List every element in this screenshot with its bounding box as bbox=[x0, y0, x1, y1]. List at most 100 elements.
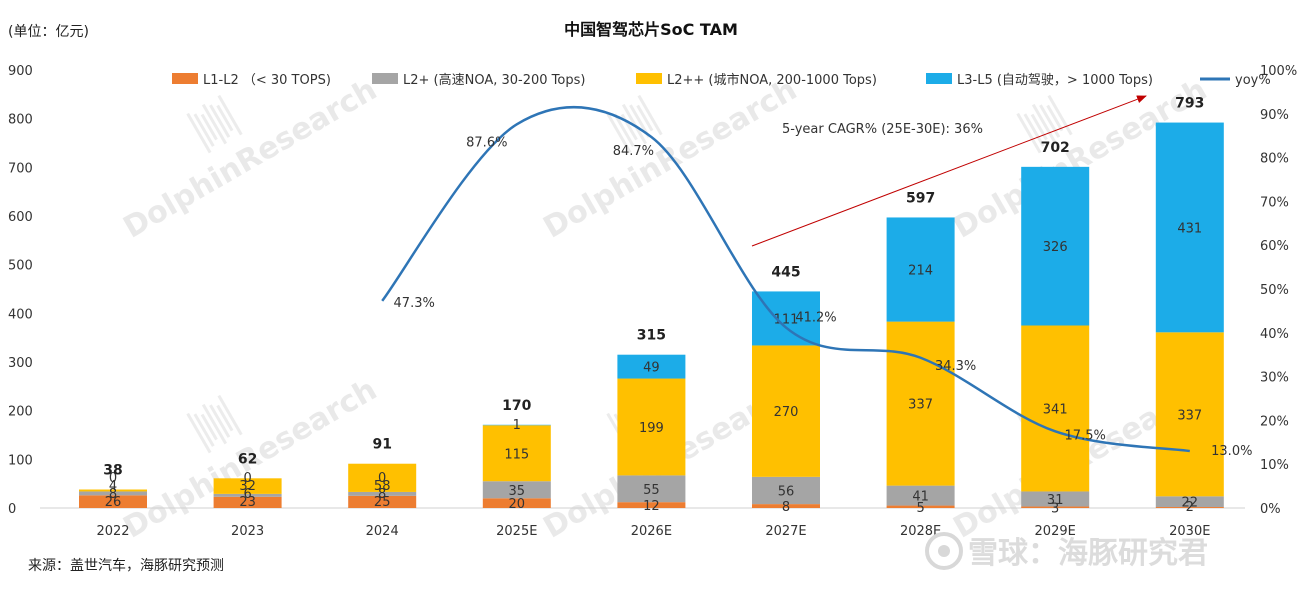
watermark-text: DolphinResearch bbox=[118, 72, 383, 245]
brand-watermark-text: 雪球：海豚研究君 bbox=[968, 536, 1208, 571]
x-tick-label: 2028E bbox=[900, 524, 941, 539]
watermark-mark bbox=[1046, 104, 1064, 132]
yoy-label: 84.7% bbox=[613, 144, 654, 159]
legend-swatch bbox=[926, 73, 952, 84]
bar-segment-l2- bbox=[482, 425, 551, 482]
legend-swatch bbox=[636, 73, 662, 84]
bar-segment-l3-l5 bbox=[886, 217, 955, 322]
watermark-mark bbox=[186, 412, 212, 454]
segment-label: 3 bbox=[1051, 501, 1059, 516]
segment-label: 0 bbox=[378, 471, 386, 486]
watermark-mark bbox=[216, 404, 234, 432]
watermark-mark bbox=[1039, 104, 1061, 138]
total-label: 702 bbox=[1041, 140, 1070, 156]
legend-label: L1-L2 （< 30 TOPS) bbox=[203, 73, 331, 88]
bar-segment-l3-l5 bbox=[1155, 122, 1224, 333]
watermark-mark bbox=[629, 104, 651, 138]
yoy-labels: 47.3% 87.6% 84.7% 41.2% 34.3% 17.5% 13.0% bbox=[394, 135, 1253, 459]
y2-tick-label: 20% bbox=[1260, 414, 1289, 429]
total-label: 597 bbox=[906, 190, 935, 206]
segment-label: 111 bbox=[774, 312, 799, 327]
yoy-label: 13.0% bbox=[1211, 444, 1252, 459]
yoy-label: 34.3% bbox=[935, 359, 976, 374]
cagr-arrow bbox=[751, 95, 1147, 247]
watermark-mark bbox=[193, 113, 215, 147]
bar-segment-l1-l2 bbox=[348, 495, 417, 508]
y-tick-label: 900 bbox=[8, 64, 33, 79]
segment-label: 431 bbox=[1177, 221, 1202, 236]
y2-tick-label: 90% bbox=[1260, 108, 1289, 123]
legend-item: L3-L5 (自动驾驶，> 1000 Tops) bbox=[926, 73, 1153, 88]
total-label: 445 bbox=[771, 264, 800, 280]
bar-segment-l1-l2 bbox=[482, 498, 551, 508]
y-tick-label: 600 bbox=[8, 210, 33, 225]
legend-item: L2+ (高速NOA, 30-200 Tops) bbox=[372, 72, 585, 88]
bar-segment-l2- bbox=[1021, 325, 1090, 492]
legend-swatch bbox=[172, 73, 198, 84]
x-tick-label: 2024 bbox=[366, 524, 399, 539]
y-tick-label: 400 bbox=[8, 307, 33, 322]
segment-labels: 2684023632025858020351151125519949856270… bbox=[105, 221, 1202, 516]
y2-tick-label: 60% bbox=[1260, 239, 1289, 254]
segment-label: 5 bbox=[916, 501, 924, 516]
segment-label: 41 bbox=[912, 490, 929, 505]
bar-segment-l2- bbox=[1021, 491, 1090, 507]
bar-segment-l2- bbox=[886, 321, 955, 486]
bar-segment-l2- bbox=[79, 489, 147, 492]
yoy-label: 87.6% bbox=[466, 135, 507, 150]
watermark-mark bbox=[201, 103, 228, 145]
total-label: 793 bbox=[1175, 96, 1204, 112]
watermark-mark bbox=[216, 104, 234, 132]
segment-label: 23 bbox=[239, 495, 256, 510]
bar-segment-l2- bbox=[886, 485, 955, 506]
segment-label: 214 bbox=[908, 264, 933, 279]
segment-label: 8 bbox=[378, 487, 386, 502]
watermark-mark bbox=[217, 394, 243, 436]
total-label: 62 bbox=[238, 451, 257, 467]
watermark-mark bbox=[606, 112, 632, 154]
segment-label: 56 bbox=[778, 484, 795, 499]
bar-segment-l1-l2 bbox=[79, 495, 147, 508]
y-tick-label: 800 bbox=[8, 113, 33, 128]
brand-watermark: 雪球：海豚研究君 bbox=[925, 532, 1208, 571]
segment-label: 341 bbox=[1043, 402, 1068, 417]
watermark-mark bbox=[637, 94, 663, 136]
y2-tick-label: 10% bbox=[1260, 458, 1289, 473]
bar-segment-l1-l2 bbox=[1155, 507, 1224, 508]
watermark-mark bbox=[613, 113, 635, 147]
yoy-label: 17.5% bbox=[1065, 428, 1106, 443]
yoy-line bbox=[381, 106, 1190, 453]
legend-item: L1-L2 （< 30 TOPS) bbox=[172, 73, 331, 88]
legend-item: yoy% bbox=[1200, 73, 1271, 88]
watermark: DolphinResearch bbox=[538, 72, 803, 245]
segment-label: 55 bbox=[643, 483, 660, 498]
bar-segment-l2- bbox=[79, 491, 147, 496]
y2-tick-label: 100% bbox=[1260, 64, 1297, 79]
segment-label: 199 bbox=[639, 421, 664, 436]
segment-label: 31 bbox=[1047, 493, 1064, 508]
total-label: 170 bbox=[502, 398, 531, 414]
bar-segment-l3-l5 bbox=[617, 354, 686, 379]
bar-segment-l1-l2 bbox=[752, 504, 820, 508]
bar-segment-l3-l5 bbox=[1021, 166, 1090, 326]
y-tick-label: 100 bbox=[8, 453, 33, 468]
watermark-mark bbox=[201, 403, 228, 445]
bar-segment-l2- bbox=[1155, 332, 1224, 497]
bar-segment-l2- bbox=[348, 463, 417, 492]
y2-tick-label: 80% bbox=[1260, 152, 1289, 167]
segment-label: 326 bbox=[1043, 240, 1068, 255]
watermark: DolphinResearch bbox=[118, 72, 383, 245]
bar-segment-l1-l2 bbox=[1021, 506, 1090, 508]
segment-label: 58 bbox=[374, 479, 391, 494]
y2-tick-label: 40% bbox=[1260, 327, 1289, 342]
watermark-mark bbox=[1031, 103, 1058, 145]
watermark-mark bbox=[1023, 113, 1045, 147]
watermark-mark bbox=[1016, 112, 1042, 154]
bar-segment-l2- bbox=[213, 493, 282, 497]
legend-label: L2++ (城市NOA, 200-1000 Tops) bbox=[667, 72, 877, 88]
segment-label: 0 bbox=[109, 471, 117, 486]
segment-label: 4 bbox=[109, 479, 117, 494]
source-note: 来源：盖世汽车，海豚研究预测 bbox=[28, 557, 224, 574]
segment-label: 337 bbox=[908, 398, 933, 413]
segment-label: 6 bbox=[243, 487, 251, 502]
